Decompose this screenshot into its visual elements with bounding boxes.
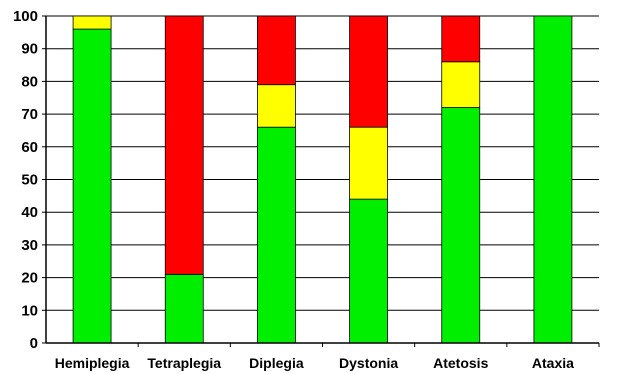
y-tick-label-40: 40: [21, 204, 38, 221]
y-tick-label-10: 10: [21, 302, 38, 319]
bar-atetosis-segment-0: [441, 107, 481, 344]
bar-atetosis-segment-1: [441, 61, 481, 108]
y-tick-label-100: 100: [13, 8, 38, 25]
bar-tetraplegia-segment-0: [164, 273, 204, 344]
y-tick-label-30: 30: [21, 237, 38, 254]
bar-dystonia-segment-1: [349, 126, 388, 200]
bar-diplegia-segment-2: [257, 15, 296, 86]
y-tick-label-20: 20: [21, 270, 38, 287]
gridlines: [46, 15, 599, 311]
x-tick-label-diplegia: Diplegia: [249, 355, 304, 371]
bar-diplegia-segment-0: [257, 126, 296, 344]
bar-diplegia-segment-1: [257, 84, 296, 128]
bar-dystonia-segment-2: [349, 15, 388, 128]
y-tick-label-80: 80: [21, 73, 38, 90]
y-tick-label-0: 0: [30, 335, 38, 352]
bar-ataxia-segment-0: [533, 15, 573, 344]
x-tick-label-dystonia: Dystonia: [339, 355, 398, 371]
bars: [72, 15, 573, 344]
y-tick-label-90: 90: [21, 41, 38, 58]
x-tick-label-tetraplegia: Tetraplegia: [147, 355, 221, 371]
x-tick-label-ataxia: Ataxia: [532, 355, 574, 371]
bar-atetosis-segment-2: [441, 15, 481, 63]
bar-hemiplegia-segment-1: [72, 15, 112, 30]
x-tick-label-hemiplegia: Hemiplegia: [55, 355, 130, 371]
x-tick-label-atetosis: Atetosis: [433, 355, 488, 371]
y-tick-label-50: 50: [21, 172, 38, 189]
axes: [42, 15, 600, 347]
bar-hemiplegia-segment-0: [72, 28, 112, 344]
y-tick-label-70: 70: [21, 106, 38, 123]
labels: 0 10 20 30 40 50 60 70 80 90 100 Hemiplegia Tetraple…: [13, 8, 574, 371]
bar-dystonia-segment-0: [349, 198, 388, 344]
y-tick-label-60: 60: [21, 139, 38, 156]
bar-tetraplegia-segment-2: [164, 15, 204, 275]
